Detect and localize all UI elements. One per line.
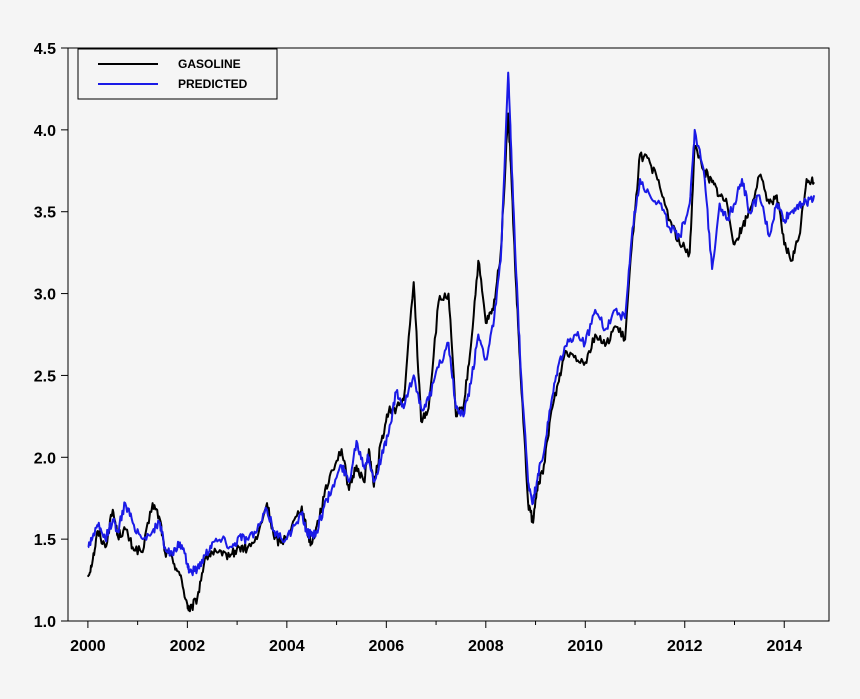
plot-area [67,47,830,622]
series-line-gasoline [86,112,815,613]
legend-box [77,48,278,100]
y-tick-label: 3.5 [34,205,56,222]
x-tick-label: 2004 [269,638,305,655]
y-axis: 1.0 1.5 2.0 2.5 3.0 3.5 4.0 4.5 [34,41,68,631]
y-tick-label: 4.5 [34,41,56,58]
legend-label-gasoline: GASOLINE [178,57,241,71]
y-tick-label: 4.0 [34,123,56,140]
y-tick-label: 2.5 [34,368,56,385]
x-tick-label: 2010 [567,638,603,655]
x-tick-label: 2006 [369,638,405,655]
series-line-predicted [87,71,816,577]
x-tick-label: 2000 [70,638,106,655]
x-tick-label: 2002 [170,638,206,655]
legend-label-predicted: PREDICTED [178,77,248,91]
x-tick-label: 2008 [468,638,504,655]
x-tick-label: 2014 [766,638,802,655]
y-tick-label: 2.0 [34,450,56,467]
y-tick-label: 3.0 [34,287,56,304]
x-tick-label: 2012 [667,638,703,655]
y-tick-label: 1.0 [34,614,56,631]
x-axis: 2000 2002 2004 2006 2008 2010 2012 2014 [70,621,802,655]
series-layer [86,71,816,613]
y-tick-label: 1.5 [34,532,56,549]
legend: GASOLINE PREDICTED [77,48,278,100]
